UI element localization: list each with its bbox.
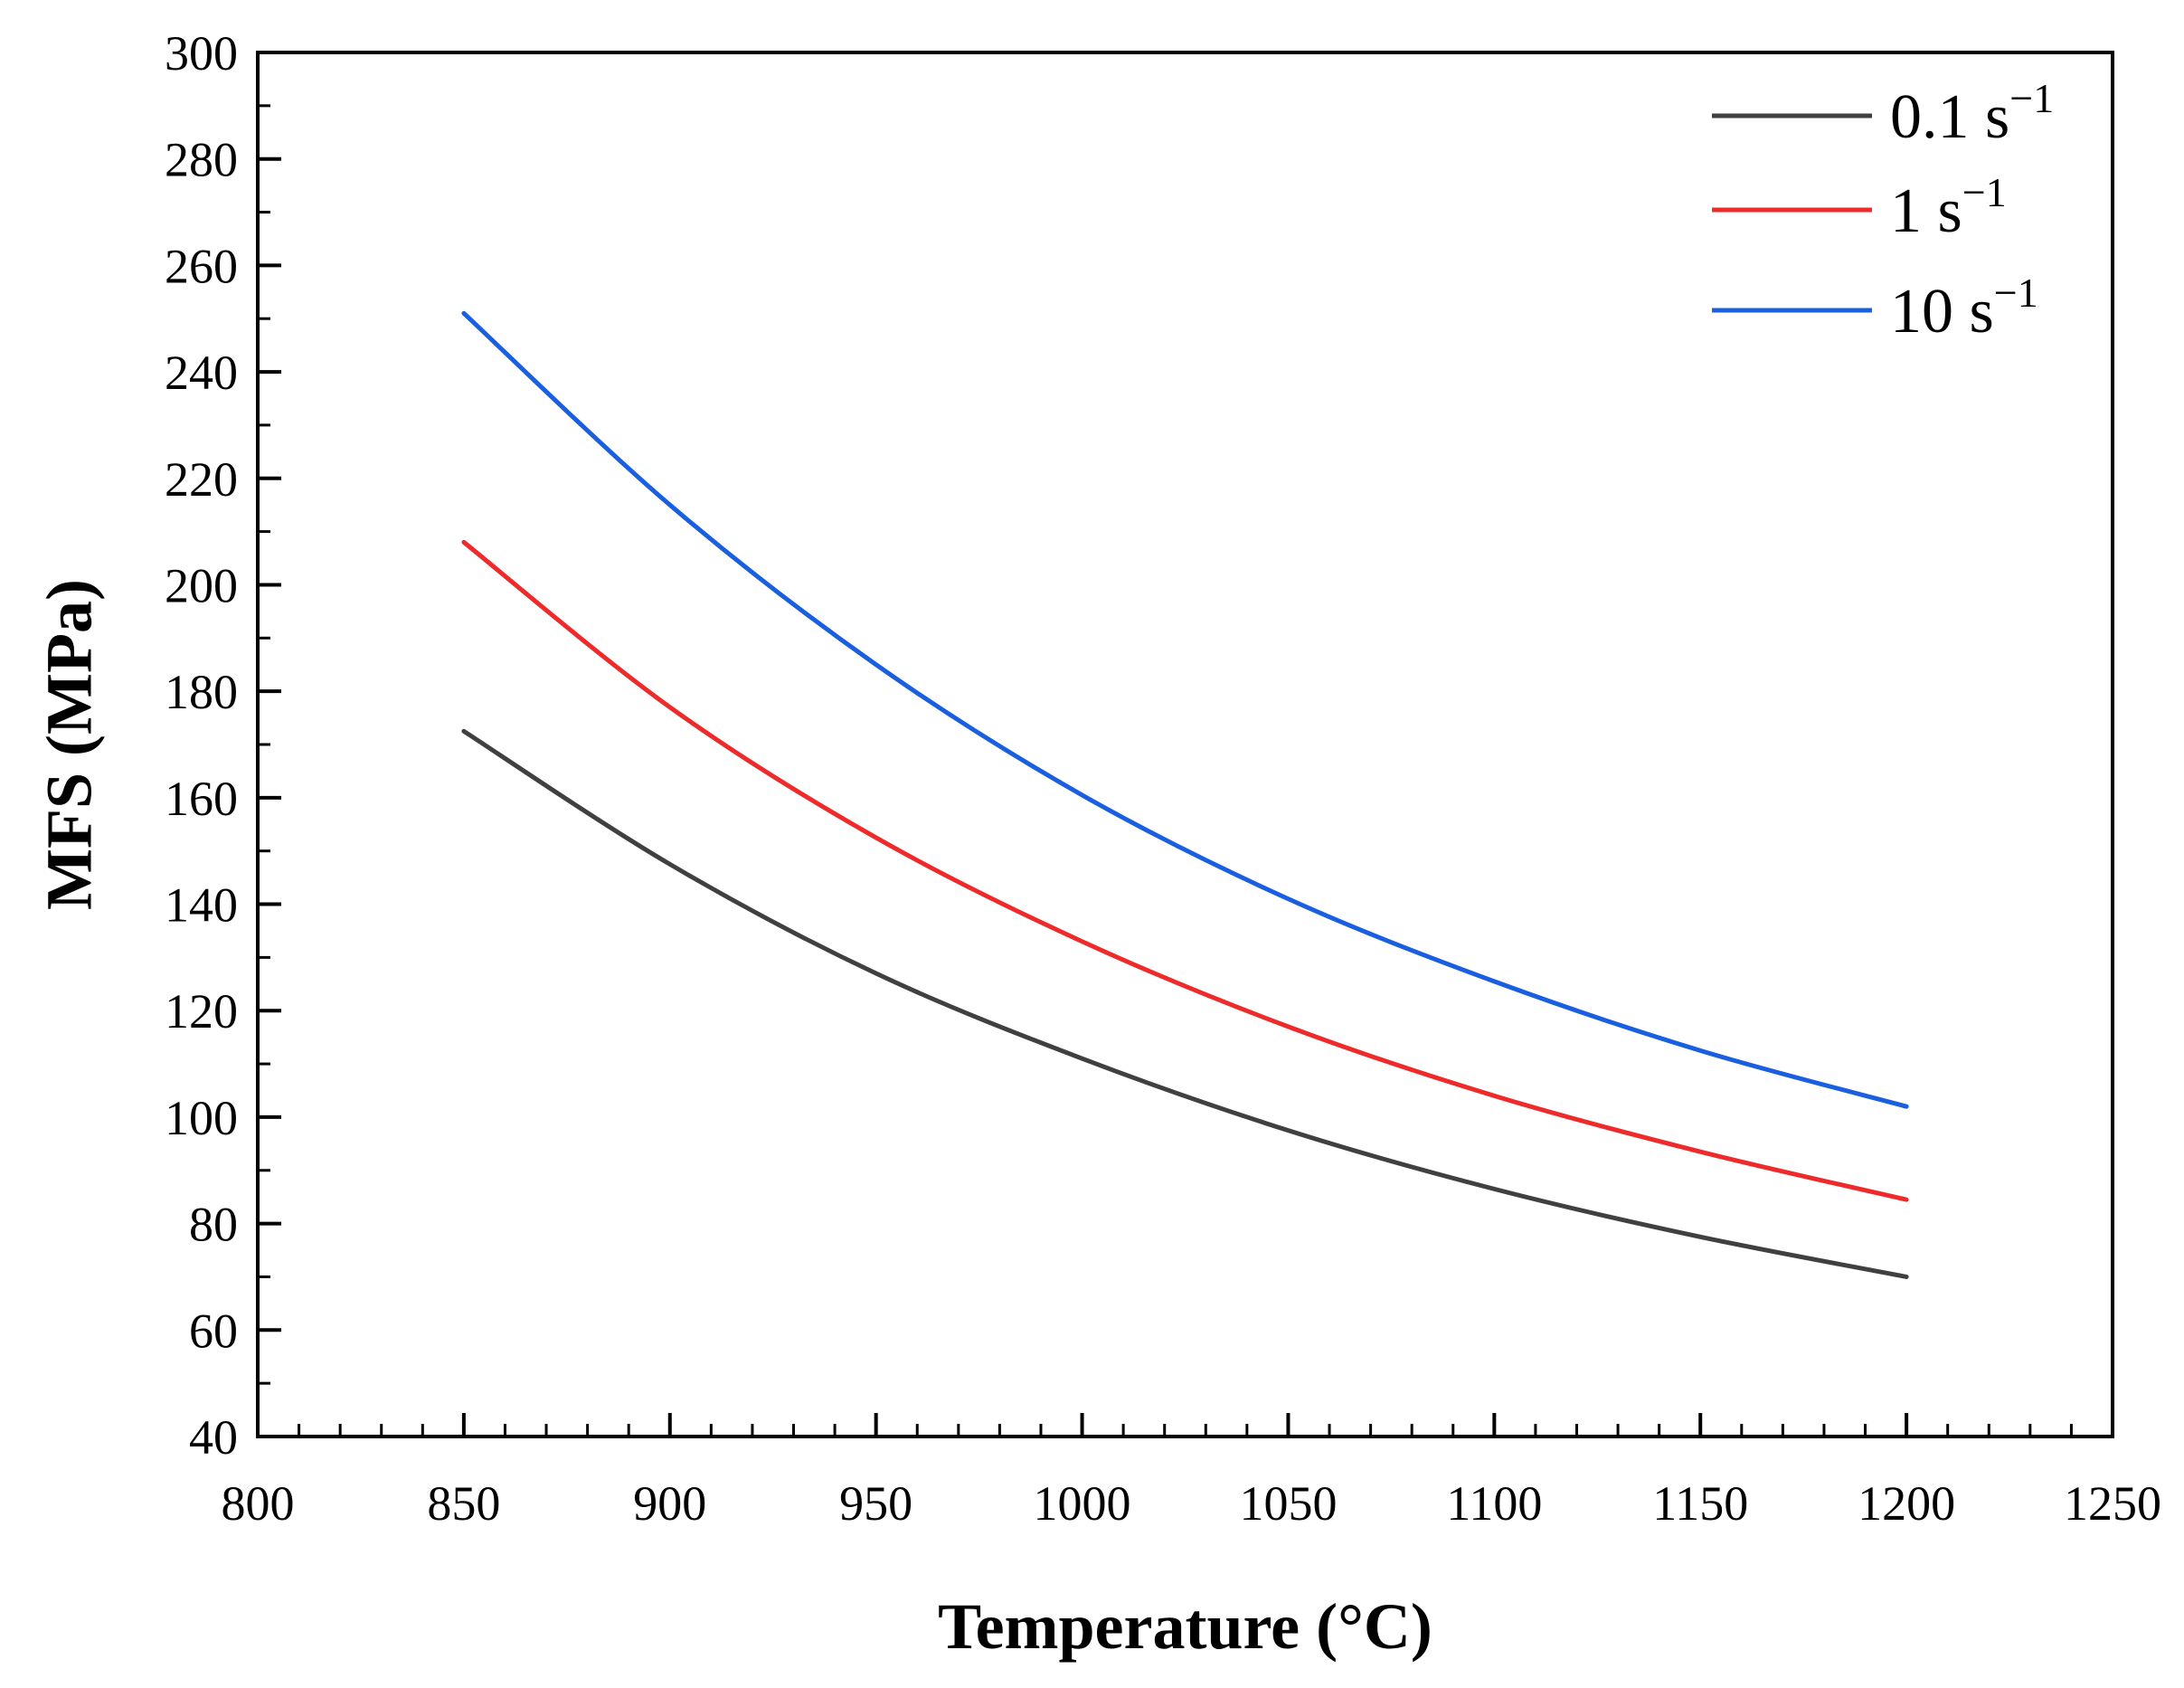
series-layer: [461, 310, 1909, 1279]
y-tick-label: 60: [189, 1304, 238, 1358]
x-tick-label: 1100: [1446, 1476, 1542, 1531]
y-tick-label: 180: [165, 665, 238, 719]
y-tick-label: 120: [165, 984, 238, 1038]
y-tick-label: 80: [189, 1198, 238, 1252]
legend-label-0: 0.1 s−1: [1890, 75, 2054, 152]
x-axis-title: Temperature (°C): [938, 1590, 1432, 1663]
y-tick-label: 240: [165, 346, 238, 400]
legend-label-1: 1 s−1: [1890, 169, 2007, 246]
y-tick-label: 140: [165, 878, 238, 933]
x-tick-label: 1050: [1239, 1476, 1337, 1531]
legend-label-2: 10 s−1: [1890, 270, 2038, 346]
ticks-layer: [256, 51, 2114, 1438]
y-tick-label: 100: [165, 1091, 238, 1145]
series-line-1: [461, 539, 1909, 1202]
x-tick-label: 800: [222, 1476, 295, 1531]
x-tick-label: 1000: [1034, 1476, 1131, 1531]
plot-frame: [256, 51, 2114, 1438]
x-tick-label: 1250: [2064, 1476, 2161, 1531]
x-tick-label: 850: [427, 1476, 500, 1531]
y-tick-label: 260: [165, 239, 238, 293]
y-tick-label: 200: [165, 558, 238, 612]
series-line-2: [461, 310, 1909, 1109]
y-tick-label: 280: [165, 133, 238, 187]
labels-layer: 800 850 900 950 1000 1050 1100 1150 1200 1250 40 60…: [165, 26, 2161, 1531]
x-tick-label: 950: [839, 1476, 912, 1531]
x-tick-label: 900: [633, 1476, 706, 1531]
y-axis-title: MFS (MPa): [33, 579, 106, 910]
x-tick-label: 1150: [1652, 1476, 1748, 1531]
y-tick-label: 220: [165, 452, 238, 507]
y-tick-label: 160: [165, 772, 238, 826]
y-tick-label: 40: [189, 1410, 238, 1465]
y-tick-label: 300: [165, 26, 238, 81]
legend: 0.1 s−1 1 s−1 10 s−1: [1712, 75, 2054, 346]
series-line-0: [461, 728, 1909, 1279]
x-tick-label: 1200: [1858, 1476, 1955, 1531]
